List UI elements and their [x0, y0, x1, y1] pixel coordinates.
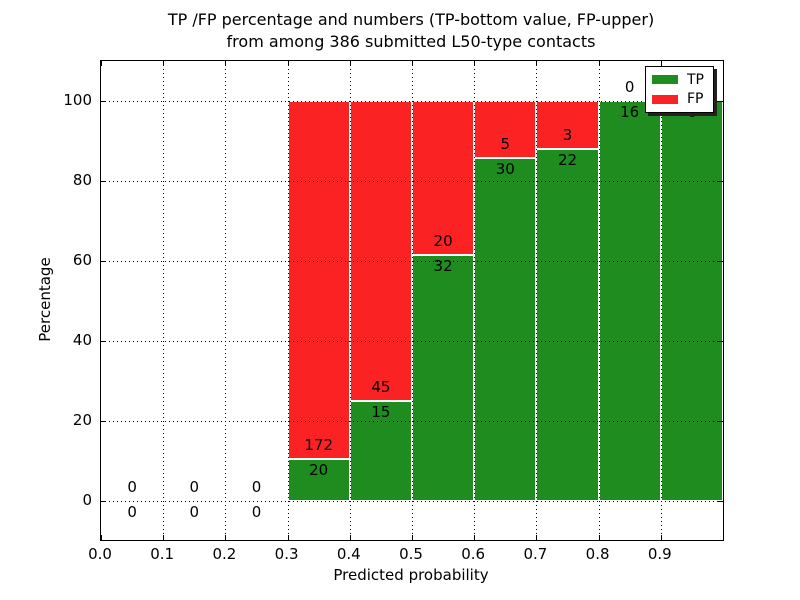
grid-layer: [101, 61, 723, 540]
v-gridline: [287, 61, 289, 540]
fp-count-label: 3: [562, 126, 573, 144]
v-gridline: [660, 61, 662, 540]
x-axis-label: Predicted probability: [333, 566, 489, 584]
x-tickmark: [225, 61, 227, 66]
legend-label-tp: TP: [687, 71, 704, 88]
x-tickmark: [660, 535, 662, 540]
tp-count-label: 20: [309, 461, 329, 480]
tp-count-label: 30: [495, 160, 515, 179]
fp-count-label: 45: [371, 378, 391, 396]
x-tickmark: [474, 61, 476, 66]
x-tickmark: [163, 535, 165, 540]
v-gridline: [598, 61, 600, 540]
x-tickmark: [598, 535, 600, 540]
y-tickmark: [101, 261, 106, 262]
fp-count-label: 0: [251, 478, 262, 496]
tp-count-label: 32: [433, 256, 453, 275]
legend: TP FP: [645, 66, 714, 113]
bar-labels-layer: 000000172204515203253032201606: [101, 61, 723, 540]
x-tick-label: 0.8: [585, 545, 610, 563]
v-gridline: [349, 61, 351, 540]
fp-count-label: 0: [127, 478, 137, 496]
plot-area: 000000172204515203253032201606: [100, 60, 724, 541]
y-tickmark: [718, 261, 723, 262]
legend-item-fp: FP: [652, 92, 707, 106]
bar-segment-tp: [287, 459, 350, 501]
x-tick-label: 0.4: [336, 545, 361, 563]
x-tick-label: 0.3: [274, 545, 299, 563]
tp-count-label: 0: [251, 503, 262, 521]
x-tickmark: [536, 61, 538, 66]
fp-count-label: 5: [500, 135, 511, 154]
tp-color-swatch: [652, 75, 678, 85]
v-gridline: [163, 61, 165, 540]
fp-color-swatch: [652, 94, 678, 104]
y-tickmark: [718, 501, 723, 502]
tp-count-label: 22: [557, 151, 578, 169]
x-tickmark: [474, 535, 476, 540]
x-tickmark: [225, 535, 227, 540]
x-tick-label: 0.5: [399, 545, 423, 563]
y-tick-label: 80: [72, 171, 92, 189]
x-tickmark: [163, 61, 165, 66]
x-tickmark: [598, 61, 600, 66]
y-tick-label: 60: [72, 251, 92, 269]
x-tickmark: [412, 61, 413, 66]
tickmarks-layer: [101, 61, 723, 540]
y-tickmark: [718, 101, 723, 102]
v-gridline: [474, 61, 476, 540]
x-tick-label: 0.2: [212, 545, 237, 563]
chart-title-line1: TP /FP percentage and numbers (TP-bottom…: [167, 10, 655, 29]
x-tickmark: [349, 61, 351, 66]
x-tickmark: [412, 535, 413, 540]
tp-count-label: 0: [189, 503, 200, 521]
y-tickmark: [718, 421, 723, 422]
y-tickmark: [101, 501, 106, 502]
y-tickmark: [101, 181, 106, 182]
bar-segment-fp: [412, 101, 475, 255]
chart-title: TP /FP percentage and numbers (TP-bottom…: [100, 9, 722, 53]
x-tickmark: [660, 61, 662, 66]
legend-label-fp: FP: [687, 91, 704, 108]
x-tickmark: [349, 535, 351, 540]
bar-segment-tp: [598, 101, 661, 501]
bar-segment-fp: [349, 101, 412, 401]
x-tickmark: [287, 61, 289, 66]
v-gridline: [412, 61, 413, 540]
x-tickmark: [287, 535, 289, 540]
y-tick-label: 40: [72, 331, 92, 349]
bars-layer: [101, 61, 723, 540]
y-axis-label: Percentage: [36, 257, 54, 342]
v-gridline: [536, 61, 538, 540]
y-tickmark: [718, 341, 723, 342]
x-tick-label: 0.9: [647, 545, 672, 563]
fp-count-label: 172: [304, 436, 333, 455]
y-tick-label: 0: [82, 491, 92, 509]
x-tick-label: 0.1: [150, 545, 175, 563]
bar-segment-fp: [287, 101, 350, 460]
chart-title-line2: from among 386 submitted L50-type contac…: [226, 32, 596, 51]
x-tick-label: 0.0: [88, 545, 112, 563]
y-tick-label: 20: [72, 411, 92, 429]
x-tickmark: [101, 535, 102, 540]
y-tickmark: [718, 181, 723, 182]
y-tickmark: [101, 101, 106, 102]
fp-count-label: 0: [624, 78, 635, 96]
x-tickmark: [101, 61, 102, 66]
y-tick-label: 100: [63, 91, 92, 109]
y-tickmark: [101, 421, 106, 422]
x-tickmark: [536, 535, 538, 540]
tp-count-label: 16: [620, 103, 640, 121]
fp-count-label: 0: [189, 478, 200, 496]
x-tick-label: 0.7: [523, 545, 548, 563]
fp-count-label: 20: [433, 231, 453, 250]
legend-item-tp: TP: [652, 73, 707, 87]
tp-count-label: 15: [371, 403, 391, 421]
y-tickmark: [101, 341, 106, 342]
v-gridline: [225, 61, 227, 540]
x-tick-label: 0.6: [461, 545, 486, 563]
tp-count-label: 0: [127, 503, 137, 521]
bar-segment-tp: [660, 101, 723, 501]
